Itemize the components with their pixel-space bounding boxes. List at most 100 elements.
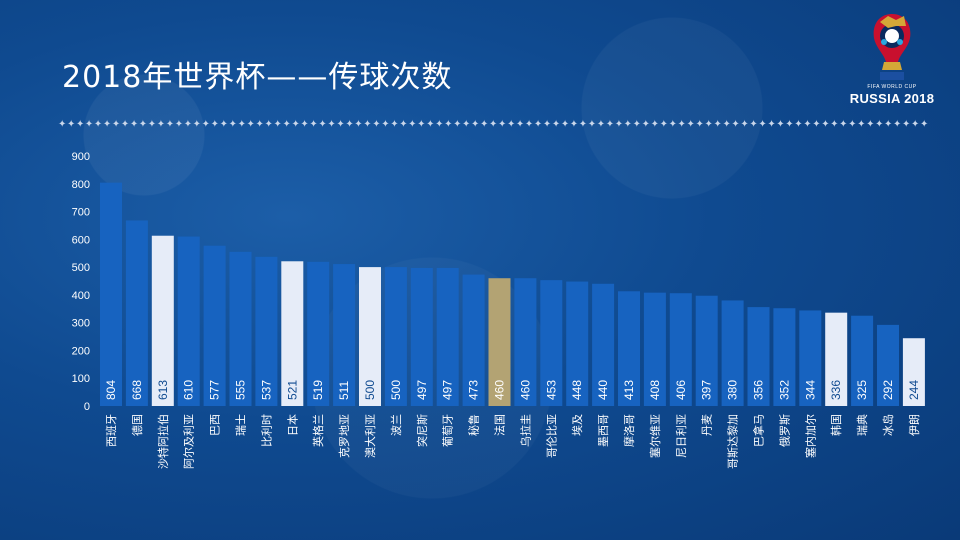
bar-value-label: 804	[104, 380, 118, 400]
category-label: 瑞典	[855, 414, 869, 436]
category-label: 韩国	[829, 414, 843, 436]
category-label: 比利时	[260, 414, 273, 447]
bar-value-label: 521	[285, 380, 299, 400]
category-label: 西班牙	[105, 414, 118, 447]
category-label: 冰岛	[881, 414, 895, 436]
bar-value-label: 497	[415, 380, 429, 400]
bar	[799, 310, 822, 406]
bar	[592, 283, 615, 406]
category-label: 哥斯达黎加	[726, 414, 740, 469]
category-label: 德国	[130, 414, 144, 436]
bar	[695, 295, 718, 406]
y-tick-label: 500	[72, 262, 90, 274]
bar-value-label: 408	[648, 380, 662, 400]
bar	[203, 245, 226, 406]
star-divider: ✦✦✦✦✦✦✦✦✦✦✦✦✦✦✦✦✦✦✦✦✦✦✦✦✦✦✦✦✦✦✦✦✦✦✦✦✦✦✦✦…	[58, 119, 930, 130]
category-label: 塞内加尔	[803, 414, 817, 458]
y-tick-label: 900	[72, 151, 90, 163]
bar-value-label: 397	[700, 380, 714, 400]
bar-value-label: 448	[570, 380, 584, 400]
bar-value-label: 460	[518, 380, 532, 400]
bar	[359, 267, 381, 406]
bar	[255, 256, 278, 406]
category-label: 塞尔维亚	[648, 414, 662, 458]
world-cup-logo: FIFA WORLD CUP RUSSIA 2018	[844, 12, 940, 116]
bar-value-label: 519	[311, 380, 325, 400]
bar	[877, 324, 899, 406]
bar	[177, 236, 200, 406]
category-label: 日本	[285, 414, 299, 436]
bar	[669, 293, 692, 406]
category-label: 巴拿马	[752, 414, 766, 447]
bar	[488, 278, 511, 406]
category-label: 波兰	[390, 414, 403, 436]
y-tick-label: 200	[72, 345, 90, 357]
category-label: 克罗地亚	[338, 414, 351, 458]
category-label: 法国	[493, 414, 507, 436]
category-label: 乌拉圭	[518, 414, 532, 447]
category-label: 墨西哥	[597, 414, 610, 447]
bar	[410, 267, 433, 406]
bar	[436, 267, 459, 406]
category-label: 埃及	[570, 414, 584, 436]
bar	[307, 261, 330, 406]
category-label: 英格兰	[311, 414, 325, 447]
category-label: 巴西	[210, 414, 222, 436]
bar-value-label: 453	[544, 380, 558, 400]
bar	[643, 292, 666, 406]
bar	[747, 307, 770, 406]
bar-value-label: 344	[803, 380, 817, 400]
bar	[773, 308, 796, 406]
bar-value-label: 440	[596, 380, 610, 400]
logo-small-text: FIFA WORLD CUP	[867, 84, 917, 90]
y-tick-label: 800	[72, 179, 90, 191]
bar-value-label: 537	[259, 380, 273, 400]
category-label: 澳大利亚	[363, 414, 377, 458]
bar	[566, 281, 589, 406]
bar-value-label: 500	[389, 380, 403, 400]
bar-value-label: 325	[855, 380, 869, 400]
category-label: 俄罗斯	[778, 414, 791, 447]
bar-value-label: 473	[467, 380, 481, 400]
y-tick-label: 400	[72, 290, 90, 302]
trophy-emblem-icon	[873, 14, 911, 80]
category-label: 瑞士	[234, 414, 248, 436]
bar	[902, 338, 925, 406]
bar	[540, 280, 563, 406]
bar	[618, 291, 640, 406]
bar	[721, 300, 744, 406]
bar	[100, 182, 122, 406]
category-label: 突尼斯	[415, 414, 429, 447]
y-tick-label: 300	[72, 318, 90, 330]
y-tick-label: 600	[72, 234, 90, 246]
category-label: 尼日利亚	[675, 414, 688, 458]
bar	[229, 251, 252, 406]
bar-value-label: 500	[363, 380, 377, 400]
bar-value-label: 555	[234, 380, 248, 400]
bar-value-label: 613	[156, 380, 170, 400]
category-label: 丹麦	[701, 414, 714, 436]
bar	[384, 267, 407, 406]
bar-value-label: 577	[208, 380, 222, 400]
page-title: 2018年世界杯——传球次数	[62, 60, 453, 95]
bar	[151, 235, 174, 406]
bar-value-label: 610	[182, 380, 196, 400]
category-label: 阿尔及利亚	[183, 414, 196, 469]
category-label: 葡萄牙	[442, 414, 455, 447]
category-label: 沙特阿拉伯	[156, 414, 170, 469]
bar	[851, 315, 874, 406]
bar	[514, 278, 537, 406]
bar-value-label: 244	[907, 380, 921, 400]
bar-value-label: 511	[337, 381, 351, 400]
category-label: 哥伦比亚	[544, 414, 558, 458]
bar	[825, 312, 848, 406]
bar-value-label: 413	[622, 380, 636, 400]
bar	[125, 220, 148, 406]
bar	[462, 274, 485, 406]
bar-value-label: 380	[726, 380, 740, 400]
bar-value-label: 460	[493, 380, 507, 400]
bar-value-label: 497	[441, 380, 455, 400]
category-label: 摩洛哥	[622, 414, 636, 447]
category-label: 秘鲁	[467, 414, 481, 436]
